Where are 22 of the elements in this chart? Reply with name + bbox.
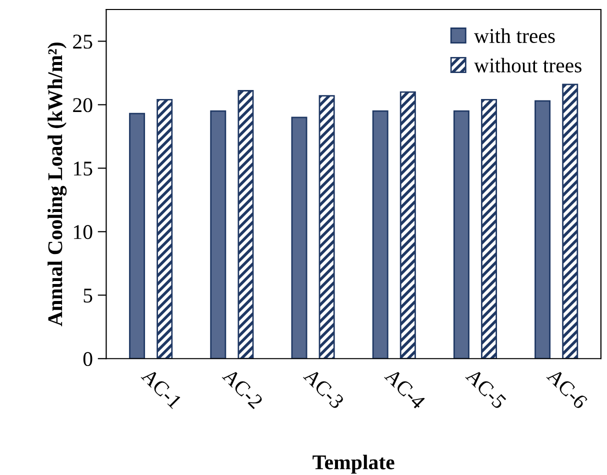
bar bbox=[238, 90, 254, 359]
bar bbox=[129, 112, 146, 359]
legend-label: without trees bbox=[474, 58, 582, 72]
bar bbox=[562, 84, 578, 359]
x-axis-title: Template bbox=[312, 454, 394, 474]
legend-label: with trees bbox=[474, 28, 555, 44]
bar bbox=[453, 110, 470, 359]
y-tick-label: 20 bbox=[73, 98, 92, 112]
bar bbox=[318, 95, 335, 359]
bar bbox=[372, 110, 388, 359]
y-tick-label: 10 bbox=[74, 225, 92, 240]
y-tick-label: 5 bbox=[84, 288, 92, 303]
y-tick-label: 15 bbox=[74, 162, 92, 176]
y-axis-title: Annual Cooling Load (kWh/m²) bbox=[48, 42, 67, 326]
bar bbox=[400, 91, 416, 359]
bar bbox=[481, 98, 498, 359]
y-tick-label: 0 bbox=[83, 352, 92, 366]
bar bbox=[534, 100, 551, 359]
bar bbox=[210, 110, 226, 359]
y-tick-label: 25 bbox=[73, 34, 92, 49]
bar bbox=[156, 98, 173, 359]
bar bbox=[291, 116, 308, 359]
